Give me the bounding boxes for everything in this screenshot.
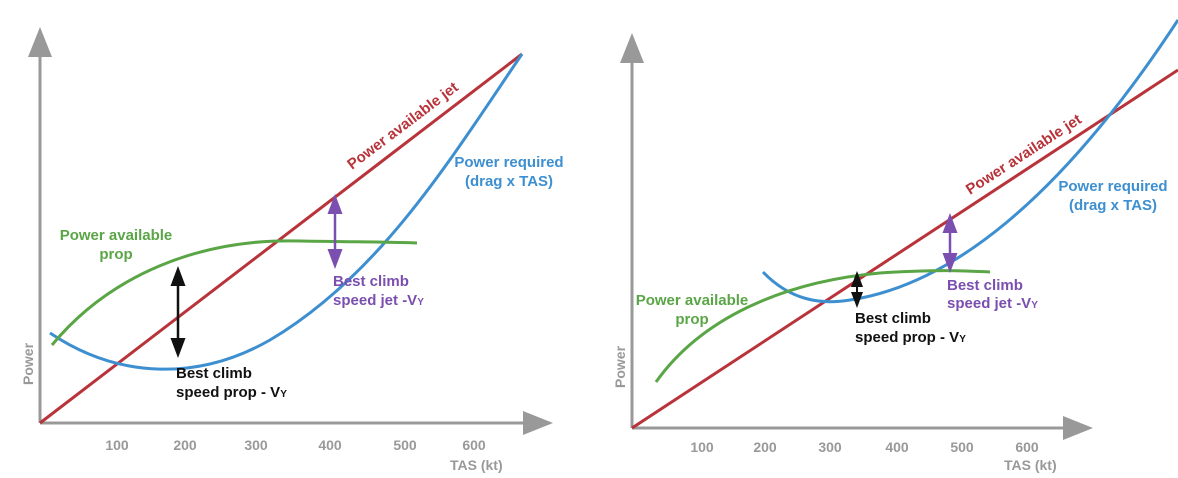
label: speed jet -VY xyxy=(947,295,1038,312)
prop-curve xyxy=(654,269,991,383)
power-required-curve xyxy=(761,19,1178,304)
label: speed prop - VY xyxy=(855,329,966,346)
panel-left: 100 200 300 400 500 600 TAS (kt) Power P… xyxy=(20,27,564,473)
prop-curve xyxy=(50,239,418,346)
label: Best climb xyxy=(947,277,1023,294)
x-label: TAS (kt) xyxy=(450,457,503,473)
label: Best climb xyxy=(855,310,931,327)
power-required-curve xyxy=(49,53,524,371)
x-tick: 200 xyxy=(753,439,777,455)
label: Power available xyxy=(636,292,749,309)
label: Best climb xyxy=(176,365,252,382)
x-tick: 300 xyxy=(818,439,842,455)
x-tick: 600 xyxy=(1015,439,1039,455)
jet-line xyxy=(631,68,1178,430)
x-tick: 500 xyxy=(393,437,417,453)
x-tick: 500 xyxy=(950,439,974,455)
x-tick: 400 xyxy=(885,439,909,455)
panel-right: 100 200 300 400 500 600 TAS (kt) Power P… xyxy=(612,19,1178,473)
y-label: Power xyxy=(612,345,628,388)
label: Power available xyxy=(60,227,173,244)
label: speed prop - VY xyxy=(176,384,287,401)
label: (drag x TAS) xyxy=(1069,197,1157,214)
label: Power required xyxy=(1058,178,1167,195)
x-tick: 400 xyxy=(318,437,342,453)
x-tick: 600 xyxy=(462,437,486,453)
label: Best climb xyxy=(333,273,409,290)
y-label: Power xyxy=(20,342,36,385)
x-label: TAS (kt) xyxy=(1004,457,1057,473)
label: prop xyxy=(99,246,132,263)
label: prop xyxy=(675,311,708,328)
label: Power available jet xyxy=(344,79,461,173)
label: speed jet -VY xyxy=(333,292,424,309)
label: Power required xyxy=(454,154,563,171)
jet-line xyxy=(39,52,523,425)
label: (drag x TAS) xyxy=(465,173,553,190)
x-tick: 100 xyxy=(105,437,129,453)
x-tick: 300 xyxy=(244,437,268,453)
x-tick: 100 xyxy=(690,439,714,455)
x-tick: 200 xyxy=(173,437,197,453)
